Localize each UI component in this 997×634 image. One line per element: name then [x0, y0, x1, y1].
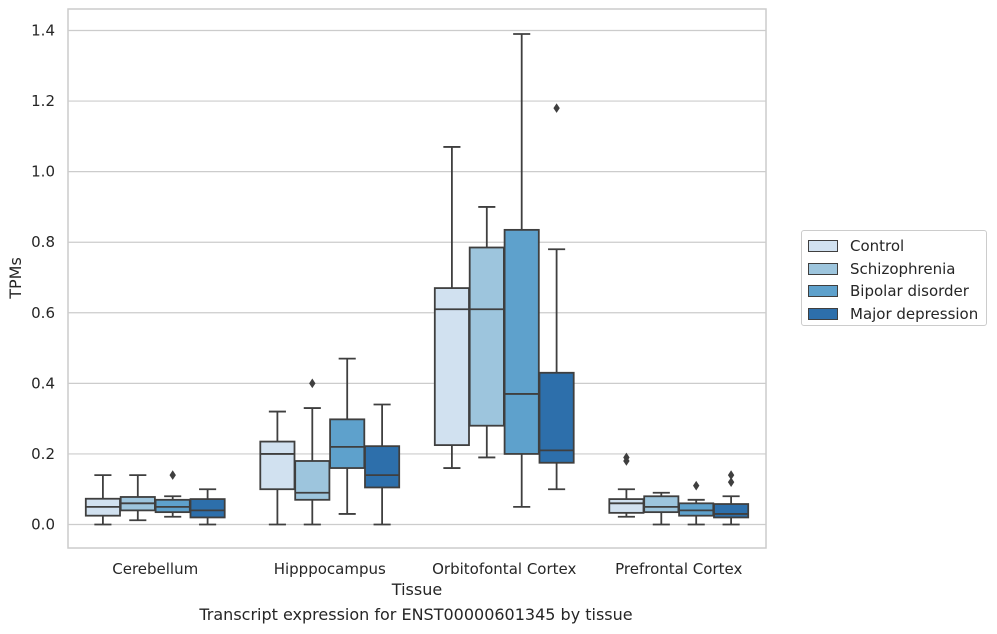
x-tick-label: Hipppocampus	[274, 560, 386, 578]
box-bipolar-disorder	[503, 33, 540, 508]
outlier-point	[169, 470, 176, 480]
legend-swatch-major-depression	[808, 307, 838, 320]
box-major-depression	[713, 470, 750, 526]
y-tick-label: 0.0	[31, 516, 55, 534]
legend-swatch-control	[808, 240, 838, 253]
legend-swatch-schizophrenia	[808, 262, 838, 275]
outlier-point	[727, 477, 735, 487]
y-tick-label: 1.2	[31, 92, 55, 110]
legend-label-major-depression: Major depression	[850, 304, 979, 323]
iqr-box	[503, 228, 540, 455]
iqr-box	[468, 246, 505, 427]
box-schizophrenia	[468, 206, 505, 459]
iqr-box	[538, 371, 575, 464]
box-major-depression	[538, 103, 575, 491]
y-tick-label: 0.8	[31, 233, 55, 251]
legend-item-schizophrenia: Schizophrenia	[808, 258, 986, 281]
iqr-box	[364, 445, 401, 489]
box-control	[608, 452, 645, 518]
iqr-box	[643, 495, 680, 514]
legend-label-schizophrenia: Schizophrenia	[850, 259, 956, 278]
outlier-point	[623, 452, 630, 463]
figure-caption: Transcript expression for ENST0000060134…	[199, 605, 633, 624]
legend-label-bipolar-disorder: Bipolar disorder	[850, 282, 969, 301]
legend-swatch-bipolar-disorder	[808, 285, 838, 298]
legend: Control Schizophrenia Bipolar disorder M…	[801, 230, 987, 326]
x-tick-label: Orbitofontal Cortex	[432, 560, 576, 578]
iqr-box	[294, 460, 331, 501]
box-control	[433, 146, 470, 469]
box-schizophrenia	[294, 378, 331, 526]
box-control	[84, 474, 121, 526]
y-tick-labels: 0.0 0.2 0.4 0.6 0.8 1.0 1.2 1.4	[31, 22, 55, 534]
y-tick-label: 1.4	[31, 22, 55, 40]
plot-frame	[67, 8, 767, 549]
y-tick-label: 1.0	[31, 163, 55, 181]
x-tick-labels: Cerebellum Hipppocampus Orbitofontal Corte…	[112, 560, 742, 578]
y-tick-label: 0.4	[31, 374, 55, 392]
box-bipolar-disorder	[329, 357, 366, 515]
x-tick-label: Prefrontal Cortex	[615, 560, 742, 578]
box-major-depression	[189, 488, 226, 526]
outlier-point	[727, 470, 735, 480]
box-control	[259, 410, 296, 526]
iqr-box	[329, 418, 366, 469]
outlier-point	[309, 378, 316, 389]
y-tick-label: 0.2	[31, 445, 55, 463]
box-groups	[84, 33, 750, 526]
box-major-depression	[364, 403, 401, 526]
outlier-point	[693, 480, 700, 491]
box-schizophrenia	[643, 491, 680, 526]
outlier-point	[553, 103, 560, 113]
iqr-box	[189, 498, 226, 519]
y-tick-label: 0.6	[31, 304, 55, 322]
iqr-box	[713, 503, 750, 519]
legend-label-control: Control	[850, 237, 905, 256]
grid-lines	[68, 29, 766, 526]
legend-item-control: Control	[808, 235, 986, 258]
legend-item-bipolar-disorder: Bipolar disorder	[808, 280, 986, 303]
y-axis-label: TPMs	[6, 257, 25, 300]
box-schizophrenia	[119, 474, 156, 522]
box-bipolar-disorder	[154, 470, 191, 518]
x-axis-label: Tissue	[391, 580, 442, 599]
legend-item-major-depression: Major depression	[808, 303, 986, 326]
iqr-box	[608, 498, 645, 514]
iqr-box	[433, 287, 470, 447]
box-bipolar-disorder	[678, 480, 715, 526]
iqr-box	[259, 440, 296, 491]
x-tick-label: Cerebellum	[112, 560, 198, 578]
